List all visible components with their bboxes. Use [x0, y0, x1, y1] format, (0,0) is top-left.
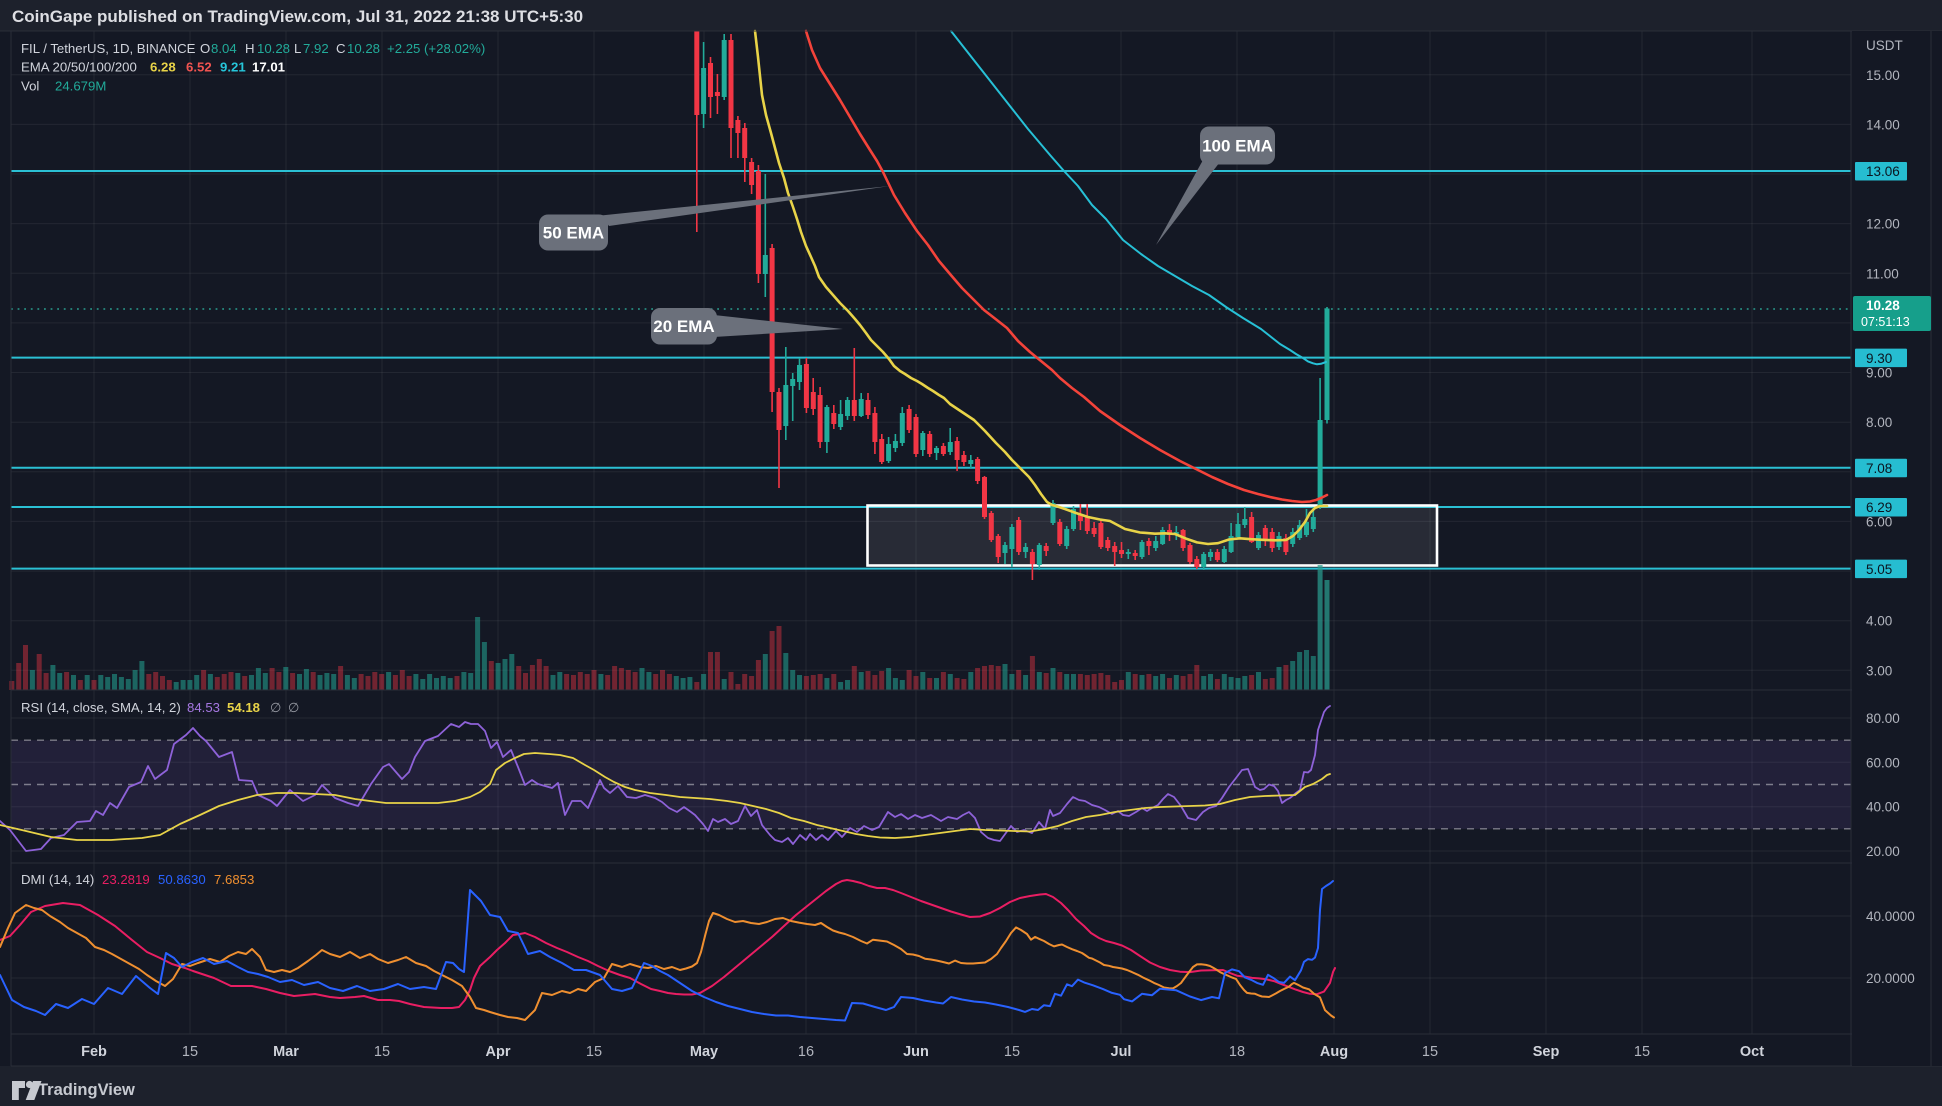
svg-text:15: 15 — [182, 1044, 198, 1060]
svg-text:8.04: 8.04 — [211, 41, 237, 56]
svg-text:20 EMA: 20 EMA — [653, 317, 714, 336]
svg-text:11.00: 11.00 — [1866, 266, 1899, 281]
svg-text:Apr: Apr — [486, 1044, 511, 1060]
svg-text:23.2819: 23.2819 — [102, 872, 150, 887]
svg-text:EMA 20/50/100/200: EMA 20/50/100/200 — [21, 60, 137, 75]
svg-text:7.92: 7.92 — [303, 41, 329, 56]
svg-text:13.06: 13.06 — [1866, 164, 1900, 179]
svg-text:84.53: 84.53 — [187, 700, 220, 715]
svg-text:+2.25 (+28.02%): +2.25 (+28.02%) — [387, 41, 485, 56]
svg-text:Mar: Mar — [273, 1044, 299, 1060]
svg-text:15.00: 15.00 — [1866, 68, 1900, 83]
svg-text:DMI (14, 14): DMI (14, 14) — [21, 872, 94, 887]
svg-text:FIL / TetherUS, 1D, BINANCE: FIL / TetherUS, 1D, BINANCE — [21, 41, 196, 56]
svg-text:CoinGape published on TradingV: CoinGape published on TradingView.com, J… — [12, 7, 583, 26]
svg-text:17.01: 17.01 — [252, 60, 285, 75]
svg-text:6.28: 6.28 — [150, 60, 176, 75]
svg-text:O: O — [200, 41, 210, 56]
svg-text:5.05: 5.05 — [1866, 562, 1892, 577]
svg-text:20.0000: 20.0000 — [1866, 971, 1915, 986]
svg-text:07:51:13: 07:51:13 — [1861, 315, 1910, 329]
svg-text:∅: ∅ — [288, 700, 300, 715]
svg-text:Oct: Oct — [1740, 1044, 1764, 1060]
svg-text:15: 15 — [1422, 1044, 1438, 1060]
svg-text:Jun: Jun — [903, 1044, 929, 1060]
svg-text:80.00: 80.00 — [1866, 711, 1900, 726]
svg-text:50 EMA: 50 EMA — [543, 224, 604, 243]
svg-text:4.00: 4.00 — [1866, 614, 1892, 629]
svg-text:16: 16 — [798, 1044, 814, 1060]
svg-text:10.28: 10.28 — [1866, 298, 1900, 313]
svg-text:H: H — [245, 41, 255, 56]
svg-text:∅: ∅ — [270, 700, 282, 715]
svg-text:60.00: 60.00 — [1866, 755, 1900, 770]
svg-text:20.00: 20.00 — [1866, 844, 1900, 859]
svg-text:100 EMA: 100 EMA — [1202, 137, 1273, 156]
svg-text:15: 15 — [1004, 1044, 1020, 1060]
svg-text:8.00: 8.00 — [1866, 415, 1892, 430]
svg-text:15: 15 — [374, 1044, 390, 1060]
svg-text:10.28: 10.28 — [347, 41, 380, 56]
svg-text:USDT: USDT — [1866, 38, 1903, 53]
svg-text:10.28: 10.28 — [257, 41, 290, 56]
svg-text:40.00: 40.00 — [1866, 800, 1900, 815]
svg-text:50.8630: 50.8630 — [158, 872, 206, 887]
svg-text:15: 15 — [586, 1044, 602, 1060]
svg-text:15: 15 — [1634, 1044, 1650, 1060]
svg-text:6.52: 6.52 — [186, 60, 212, 75]
svg-text:7.08: 7.08 — [1866, 461, 1892, 476]
svg-text:C: C — [336, 41, 346, 56]
svg-text:L: L — [294, 41, 301, 56]
svg-text:18: 18 — [1229, 1044, 1245, 1060]
svg-text:24.679M: 24.679M — [55, 79, 106, 94]
svg-text:9.21: 9.21 — [220, 60, 246, 75]
svg-text:RSI (14, close, SMA, 14, 2): RSI (14, close, SMA, 14, 2) — [21, 700, 181, 715]
svg-text:3.00: 3.00 — [1866, 663, 1892, 678]
svg-text:6.29: 6.29 — [1866, 500, 1892, 515]
svg-text:Feb: Feb — [81, 1044, 107, 1060]
svg-text:54.18: 54.18 — [227, 700, 260, 715]
svg-text:12.00: 12.00 — [1866, 217, 1900, 232]
svg-text:40.0000: 40.0000 — [1866, 909, 1915, 924]
svg-text:14.00: 14.00 — [1866, 117, 1900, 132]
svg-text:6.00: 6.00 — [1866, 514, 1892, 529]
svg-text:7.6853: 7.6853 — [214, 872, 254, 887]
svg-text:May: May — [690, 1044, 718, 1060]
svg-text:Jul: Jul — [1111, 1044, 1132, 1060]
svg-text:Vol: Vol — [21, 79, 39, 94]
svg-text:Sep: Sep — [1533, 1044, 1560, 1060]
svg-text:Aug: Aug — [1320, 1044, 1348, 1060]
svg-text:9.30: 9.30 — [1866, 351, 1892, 366]
svg-text:TradingView: TradingView — [38, 1081, 135, 1099]
svg-text:9.00: 9.00 — [1866, 366, 1892, 381]
